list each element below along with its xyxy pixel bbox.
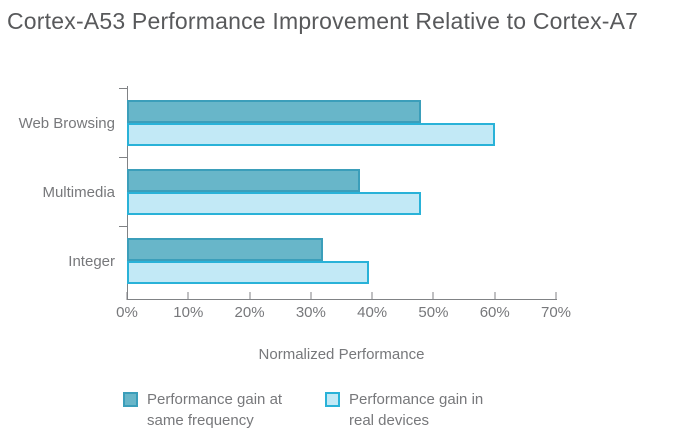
x-axis-line	[127, 299, 557, 300]
legend-label-line2: same frequency	[147, 412, 254, 429]
x-axis-tick	[310, 292, 312, 300]
legend-swatch-same-frequency	[123, 392, 138, 407]
bar-multimedia-series2	[127, 192, 422, 215]
legend-label-line2: real devices	[349, 412, 430, 429]
category-label-web-browsing: Web Browsing	[18, 114, 115, 132]
x-axis-label: Normalized Performance	[258, 346, 425, 363]
bar-web-browsing-series2	[127, 123, 495, 146]
bar-web-browsing-series1	[127, 100, 422, 123]
bar-integer-series2	[127, 261, 370, 284]
x-tick-label: 20%	[234, 304, 265, 321]
x-tick-label: 40%	[357, 304, 388, 321]
x-axis-tick	[432, 292, 434, 300]
legend-item-same-frequency: Performance gain at same frequency	[123, 389, 282, 431]
bar-multimedia-series1	[127, 169, 360, 192]
x-axis-tick	[371, 292, 373, 300]
y-axis-tick	[119, 226, 127, 227]
category-labels: Web Browsing Multimedia Integer	[0, 83, 115, 300]
x-axis-tick	[249, 292, 251, 300]
x-axis-tick	[494, 292, 496, 300]
legend-label-real-devices: Performance gain in real devices	[349, 389, 483, 431]
x-tick-label: 30%	[295, 304, 326, 321]
y-axis-tick	[119, 88, 127, 89]
x-axis-tick	[187, 292, 189, 300]
x-tick-labels: 0% 10% 20% 30% 40% 50% 60% 70%	[116, 304, 571, 322]
x-tick-label: 60%	[479, 304, 510, 321]
legend-swatch-real-devices	[325, 392, 340, 407]
bar-integer-series1	[127, 238, 324, 261]
legend-label-line1: Performance gain at	[147, 391, 283, 408]
legend-item-real-devices: Performance gain in real devices	[325, 389, 483, 431]
x-axis-tick	[126, 292, 128, 300]
x-tick-label: 10%	[173, 304, 204, 321]
plot-area	[119, 83, 557, 300]
x-tick-label: 70%	[540, 304, 572, 321]
legend-label-same-frequency: Performance gain at same frequency	[147, 389, 282, 431]
x-axis-tick	[555, 292, 557, 300]
x-tick-label: 50%	[418, 304, 449, 321]
legend-label-line1: Performance gain in	[349, 391, 484, 408]
x-tick-label: 0%	[116, 304, 138, 321]
y-axis-tick	[119, 157, 127, 158]
category-label-multimedia: Multimedia	[42, 183, 115, 201]
category-label-integer: Integer	[68, 252, 115, 270]
chart-title: Cortex-A53 Performance Improvement Relat…	[7, 8, 639, 34]
